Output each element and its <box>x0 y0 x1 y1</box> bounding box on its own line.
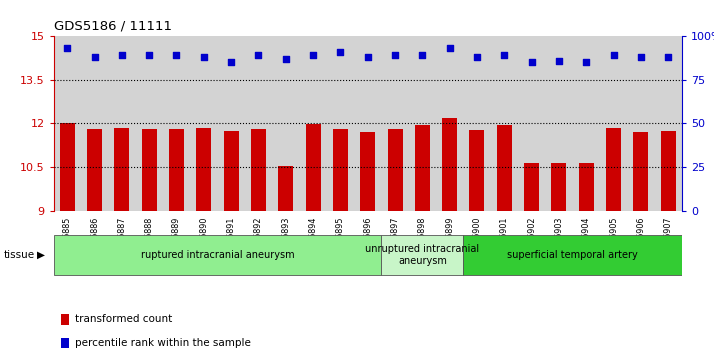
Point <box>608 53 619 58</box>
Bar <box>579 163 594 211</box>
Bar <box>169 129 184 211</box>
Point <box>635 54 647 60</box>
Bar <box>660 131 675 211</box>
FancyBboxPatch shape <box>54 235 381 275</box>
Bar <box>87 129 102 211</box>
Text: transformed count: transformed count <box>75 314 172 325</box>
Point <box>362 54 373 60</box>
Point <box>580 60 592 65</box>
Bar <box>551 163 566 211</box>
Text: tissue: tissue <box>4 250 35 260</box>
Point <box>280 56 291 62</box>
Bar <box>442 118 457 211</box>
Text: ruptured intracranial aneurysm: ruptured intracranial aneurysm <box>141 250 294 260</box>
Bar <box>251 129 266 211</box>
Point <box>144 53 155 58</box>
Point <box>198 54 209 60</box>
Bar <box>633 131 648 211</box>
Point <box>61 46 73 52</box>
Bar <box>388 129 403 211</box>
Point <box>444 46 456 52</box>
Bar <box>360 131 376 211</box>
Point <box>335 49 346 55</box>
Bar <box>606 128 621 211</box>
Bar <box>114 128 129 211</box>
Bar <box>470 130 485 211</box>
Bar <box>524 163 539 211</box>
Bar <box>497 125 512 211</box>
Bar <box>278 166 293 211</box>
Point <box>171 53 182 58</box>
Point <box>389 53 401 58</box>
FancyBboxPatch shape <box>463 235 682 275</box>
Point <box>307 53 318 58</box>
Point <box>116 53 128 58</box>
Bar <box>415 125 430 211</box>
Text: GDS5186 / 11111: GDS5186 / 11111 <box>54 20 171 33</box>
Text: ▶: ▶ <box>37 250 45 260</box>
Point <box>663 54 674 60</box>
Text: percentile rank within the sample: percentile rank within the sample <box>75 338 251 348</box>
Point <box>89 54 100 60</box>
Point <box>471 54 483 60</box>
Point <box>526 60 538 65</box>
Text: superficial temporal artery: superficial temporal artery <box>507 250 638 260</box>
Bar <box>223 131 238 211</box>
Bar <box>306 124 321 211</box>
Bar <box>60 123 75 211</box>
Bar <box>333 129 348 211</box>
Point <box>553 58 565 64</box>
Point <box>226 60 237 65</box>
Bar <box>196 128 211 211</box>
FancyBboxPatch shape <box>381 235 463 275</box>
Bar <box>141 129 156 211</box>
Point <box>253 53 264 58</box>
Point <box>498 53 510 58</box>
Point <box>417 53 428 58</box>
Text: unruptured intracranial
aneurysm: unruptured intracranial aneurysm <box>366 244 479 266</box>
